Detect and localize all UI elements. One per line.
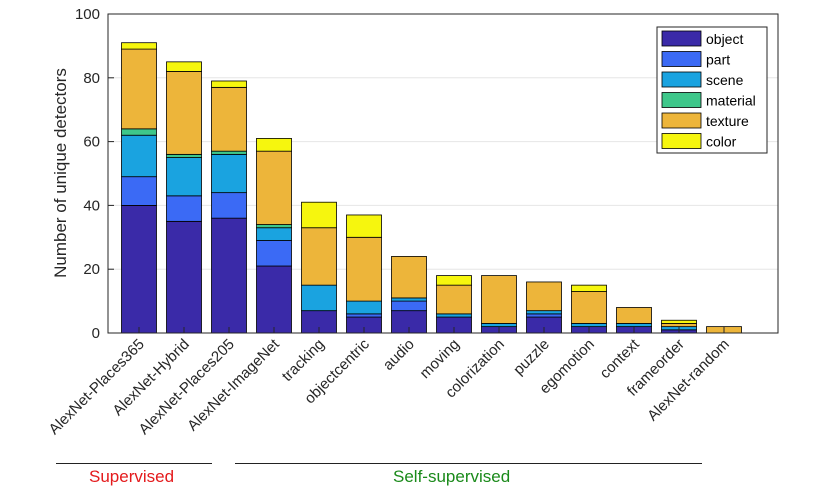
bar-segment-texture xyxy=(301,227,337,286)
bar-segment-part xyxy=(526,313,562,318)
bar-segment-part xyxy=(391,300,427,312)
bar-stack xyxy=(301,201,337,334)
bar-segment-color xyxy=(211,80,247,88)
bar-segment-material xyxy=(211,150,247,155)
y-tick-label: 100 xyxy=(75,6,100,23)
bar-segment-scene xyxy=(391,297,427,302)
bar-stack xyxy=(526,281,562,334)
self-supervised-bracket-line xyxy=(235,463,702,464)
bar-segment-texture xyxy=(481,275,517,324)
bar-stack xyxy=(391,256,427,334)
bar-segment-scene xyxy=(121,134,157,178)
bar-segment-color xyxy=(661,319,697,324)
bar-segment-texture xyxy=(256,150,292,225)
y-axis-title: Number of unique detectors xyxy=(51,68,70,278)
legend-swatch-texture xyxy=(661,112,702,129)
bar-segment-texture xyxy=(211,86,247,152)
bar-segment-scene xyxy=(166,157,202,197)
legend-label-object: object xyxy=(706,31,743,47)
bar-stack xyxy=(121,42,157,334)
bar-stack xyxy=(481,275,517,334)
bar-segment-texture xyxy=(436,284,472,315)
bar-segment-scene xyxy=(211,153,247,194)
bar-segment-material xyxy=(256,224,292,229)
bar-segment-color xyxy=(436,275,472,286)
bar-segment-color xyxy=(166,61,202,72)
bar-stack xyxy=(571,284,607,334)
bar-segment-color xyxy=(346,214,382,238)
bar-segment-texture xyxy=(526,281,562,312)
bar-segment-object xyxy=(256,265,292,334)
legend-label-part: part xyxy=(706,52,730,68)
y-axis: 0 20 40 60 80 100 xyxy=(75,6,114,342)
x-tick-label: AlexNet-random xyxy=(644,336,733,425)
bar-segment-part xyxy=(346,313,382,318)
legend-label-texture: texture xyxy=(706,113,749,129)
bar-stack xyxy=(436,275,472,334)
bar-segment-object xyxy=(121,204,157,334)
legend-swatch-scene xyxy=(661,71,702,88)
bar-segment-scene xyxy=(481,323,517,328)
bar-segment-texture xyxy=(391,256,427,299)
bar-segment-scene xyxy=(571,323,607,328)
bar-segment-part xyxy=(121,176,157,206)
y-tick-label: 60 xyxy=(83,134,100,151)
bar-segment-material xyxy=(121,128,157,136)
x-tick-label: audio xyxy=(380,336,418,374)
bar-stack xyxy=(166,61,202,334)
bar-segment-scene xyxy=(301,284,337,312)
bar-segment-part xyxy=(211,192,247,219)
bar-segment-scene xyxy=(256,227,292,241)
legend-swatch-object xyxy=(661,30,702,47)
plot-frame xyxy=(107,13,779,334)
bar-segment-texture xyxy=(616,307,652,324)
bar-segment-object xyxy=(211,217,247,334)
bar-segment-texture xyxy=(346,236,382,302)
bar-segment-texture xyxy=(661,323,697,328)
y-tick-label: 80 xyxy=(83,70,100,87)
legend-box xyxy=(656,26,768,154)
legend-swatch-color xyxy=(661,133,702,149)
bar-stack xyxy=(346,214,382,334)
bar-segment-texture xyxy=(166,71,202,155)
y-tick-label: 40 xyxy=(83,197,100,214)
bar-segment-object xyxy=(166,220,202,334)
bar-segment-scene xyxy=(346,300,382,315)
legend-label-scene: scene xyxy=(706,72,744,88)
supervised-bracket-line xyxy=(56,463,212,464)
bar-segment-color xyxy=(571,284,607,292)
bar-segment-scene xyxy=(526,310,562,315)
legend-label-color: color xyxy=(706,134,737,150)
bar-segment-scene xyxy=(436,313,472,318)
y-tick-label: 0 xyxy=(92,325,100,342)
bar-segment-color xyxy=(256,138,292,152)
supervised-group-label: Supervised xyxy=(89,467,175,486)
legend-swatch-part xyxy=(661,51,702,67)
bar-stack xyxy=(256,138,292,334)
bar-segment-texture xyxy=(121,48,157,130)
bar-segment-texture xyxy=(571,291,607,324)
x-axis: AlexNet-Places365AlexNet-HybridAlexNet-P… xyxy=(46,327,733,438)
bar-segment-part xyxy=(166,195,202,222)
bar-stack xyxy=(211,80,247,334)
legend: object part scene material texture color xyxy=(656,26,768,154)
bar-segment-material xyxy=(166,153,202,158)
legend-swatch-material xyxy=(661,92,702,108)
y-tick-label: 20 xyxy=(83,261,100,278)
bar-segment-scene xyxy=(616,323,652,328)
x-tick-label: puzzle xyxy=(510,336,553,379)
bar-segment-part xyxy=(256,240,292,267)
bar-segment-color xyxy=(301,201,337,229)
bar-segment-color xyxy=(121,42,157,50)
self-supervised-group-label: Self-supervised xyxy=(393,467,511,486)
legend-label-material: material xyxy=(706,93,756,109)
